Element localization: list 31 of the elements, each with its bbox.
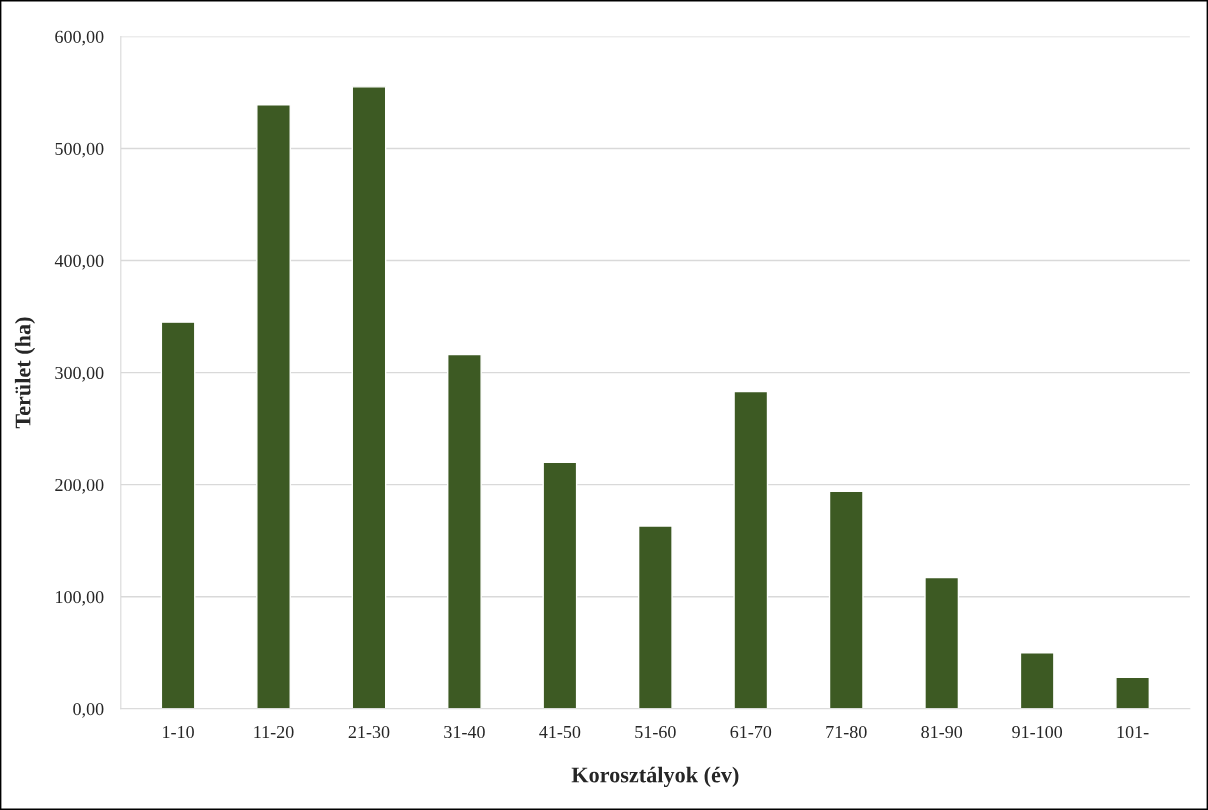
- bar: [1115, 676, 1151, 709]
- x-tick-label: 81-90: [921, 725, 963, 739]
- x-tick-label: 91-100: [1012, 725, 1063, 739]
- x-tick-label: 41-50: [539, 725, 581, 739]
- bar: [542, 461, 578, 709]
- bar: [733, 390, 769, 709]
- bar: [1019, 652, 1055, 709]
- x-tick-label: 61-70: [730, 725, 772, 739]
- x-tick-label: 1-10: [163, 725, 194, 739]
- bar: [637, 525, 673, 709]
- y-tick-label: 300,00: [55, 366, 104, 382]
- x-tick-label: 51-60: [635, 725, 676, 739]
- y-tick-label: 200,00: [55, 478, 104, 494]
- bar: [160, 321, 196, 709]
- bar: [351, 86, 387, 709]
- x-tick-label: 11-20: [254, 725, 294, 739]
- bar: [924, 576, 960, 709]
- y-tick-label: 400,00: [54, 254, 104, 270]
- y-tick-label: 600,00: [55, 30, 104, 46]
- bar: [447, 353, 482, 709]
- y-axis-title: Terület (ha): [14, 317, 36, 429]
- x-tick-label: 21-30: [348, 725, 390, 739]
- y-tick-label: 0,00: [73, 703, 104, 718]
- bar: [828, 490, 864, 709]
- y-tick-label: 100,00: [56, 590, 104, 606]
- x-tick-label: 71-80: [826, 725, 867, 739]
- x-tick-label: 31-40: [444, 725, 485, 739]
- y-tick-label: 500,00: [55, 142, 104, 158]
- bar: [256, 104, 291, 709]
- x-tick-label: 101-: [1117, 725, 1149, 739]
- x-axis-title: Korosztályok (év): [571, 766, 739, 788]
